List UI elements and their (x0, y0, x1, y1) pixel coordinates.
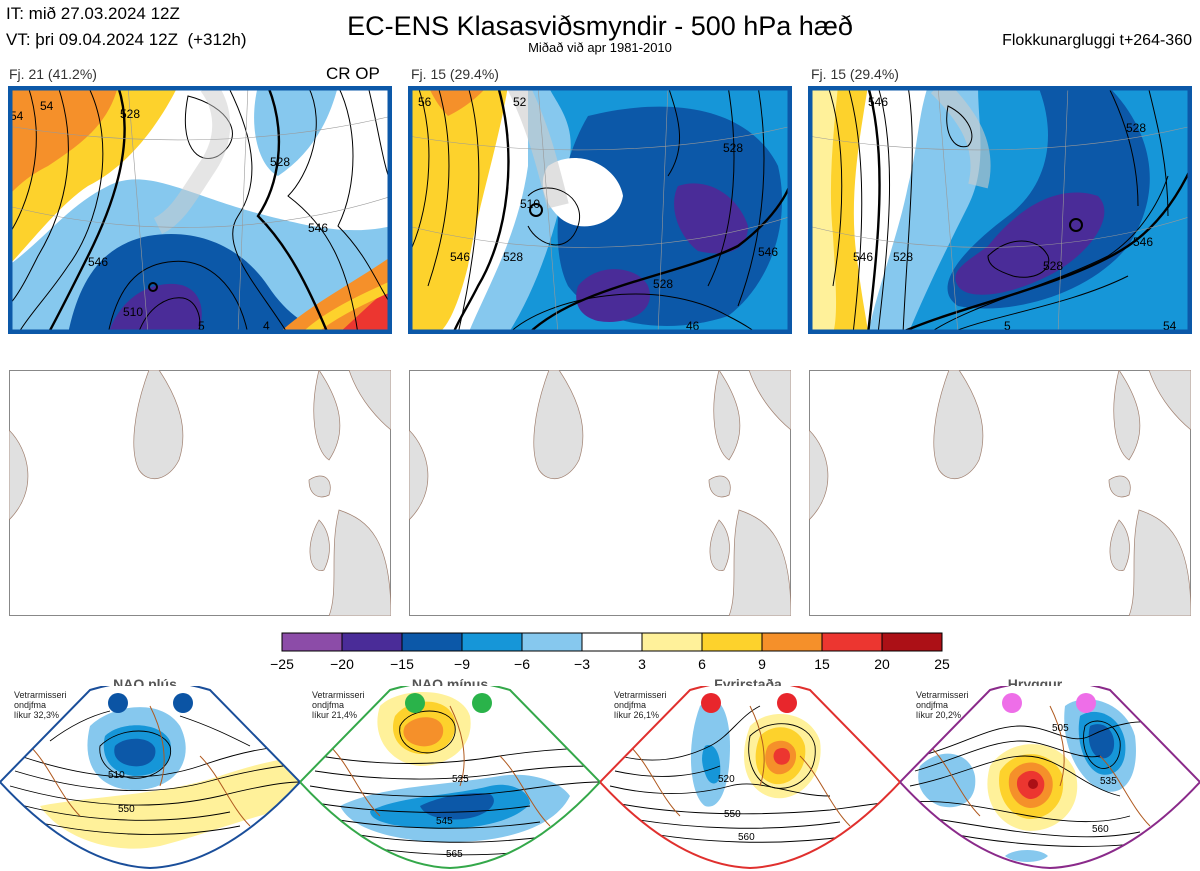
colorbar-tick-label: −20 (330, 656, 354, 672)
contour-label: 546 (308, 221, 328, 235)
colorbar-swatch (461, 632, 523, 652)
regime-map-nao-plus: 510 550 (0, 686, 300, 870)
contour-label: 560 (1092, 824, 1109, 835)
contour-label: 550 (724, 809, 741, 820)
colorbar-tick-label: 9 (758, 656, 766, 672)
cluster-map-1: 528 546 510 528 546 54 54 5 4 (8, 86, 392, 334)
contour-label: 528 (1043, 259, 1063, 273)
contour-label: 528 (1126, 121, 1146, 135)
contour-label: 525 (452, 774, 469, 785)
contour-label: 546 (88, 255, 108, 269)
contour-label: 4 (263, 319, 270, 333)
regime-2-info: Vetrarmisseri ondjfma líkur 21,4% (312, 690, 365, 720)
colorbar (281, 632, 943, 652)
colorbar-swatch (821, 632, 883, 652)
contour-label: 535 (1100, 776, 1117, 787)
valid-time: VT: þri 09.04.2024 12Z (+312h) (6, 30, 247, 49)
contour-label: 546 (1133, 235, 1153, 249)
regime-1-info: Vetrarmisseri ondjfma líkur 32,3% (14, 690, 67, 720)
contour-label: 528 (723, 141, 743, 155)
contour-label: 5 (198, 319, 205, 333)
colorbar-tick-label: 15 (814, 656, 830, 672)
colorbar-swatch (881, 632, 943, 652)
empty-map-3 (809, 370, 1191, 616)
colorbar-swatch (701, 632, 763, 652)
contour-label: 546 (758, 245, 778, 259)
contour-label: 560 (738, 832, 755, 843)
contour-label: 510 (520, 197, 540, 211)
empty-map-1 (9, 370, 391, 616)
contour-label: 528 (120, 107, 140, 121)
contour-label: 565 (446, 849, 463, 860)
page-title: EC-ENS Klasasviðsmyndir - 500 hPa hæð (347, 11, 853, 41)
colorbar-swatch (341, 632, 403, 652)
regime-4-info: Vetrarmisseri ondjfma líkur 20,2% (916, 690, 969, 720)
panel-2-label: Fj. 15 (29.4%) (411, 66, 499, 82)
classification-window: Flokkunargluggi t+264-360 (1002, 32, 1192, 49)
colorbar-tick-label: 25 (934, 656, 950, 672)
panel-1-marker: CR OP (326, 64, 380, 83)
panel-3-label: Fj. 15 (29.4%) (811, 66, 899, 82)
contour-label: 56 (418, 95, 432, 109)
contour-label: 54 (40, 99, 54, 113)
contour-label: 550 (118, 804, 135, 815)
contour-label: 510 (123, 305, 143, 319)
regime-map-nao-minus: 525 545 565 (300, 686, 600, 870)
colorbar-swatch (761, 632, 823, 652)
contour-label: 528 (270, 155, 290, 169)
regime-map-ridge: 505 535 560 (900, 686, 1200, 870)
contour-label: 505 (1052, 723, 1069, 734)
colorbar-tick-label: 20 (874, 656, 890, 672)
contour-label: 510 (108, 770, 125, 781)
contour-label: 545 (436, 816, 453, 827)
page-subtitle: Miðað við apr 1981-2010 (528, 40, 672, 55)
colorbar-swatch (641, 632, 703, 652)
empty-map-2 (409, 370, 791, 616)
panel-1-label: Fj. 21 (41.2%) (9, 66, 97, 82)
contour-label: 546 (868, 95, 888, 109)
colorbar-tick-label: 3 (638, 656, 646, 672)
contour-label: 54 (10, 109, 24, 123)
colorbar-tick-label: 6 (698, 656, 706, 672)
colorbar-swatch (521, 632, 583, 652)
regime-map-blocking: 520 550 560 (600, 686, 900, 870)
regime-3-info: Vetrarmisseri ondjfma líkur 26,1% (614, 690, 667, 720)
colorbar-labels: −25 −20 −15 −9 −6 −3 3 6 9 15 20 25 (0, 656, 1200, 676)
colorbar-swatch (581, 632, 643, 652)
colorbar-tick-label: −15 (390, 656, 414, 672)
colorbar-swatch (401, 632, 463, 652)
colorbar-tick-label: −25 (270, 656, 294, 672)
contour-label: 546 (450, 250, 470, 264)
contour-label: 5 (1004, 319, 1011, 333)
colorbar-tick-label: −3 (574, 656, 590, 672)
cluster-map-2: 510 528 546 528 528 546 46 52 56 (408, 86, 792, 334)
cluster-map-3: 528 546 528 546 528 546 5 54 (808, 86, 1192, 334)
contour-label: 528 (893, 250, 913, 264)
contour-label: 52 (513, 95, 527, 109)
colorbar-tick-label: −9 (454, 656, 470, 672)
contour-label: 546 (853, 250, 873, 264)
contour-label: 528 (503, 250, 523, 264)
contour-label: 528 (653, 277, 673, 291)
initial-time: IT: mið 27.03.2024 12Z (6, 4, 180, 23)
colorbar-swatch (281, 632, 343, 652)
colorbar-tick-label: −6 (514, 656, 530, 672)
contour-label: 520 (718, 774, 735, 785)
